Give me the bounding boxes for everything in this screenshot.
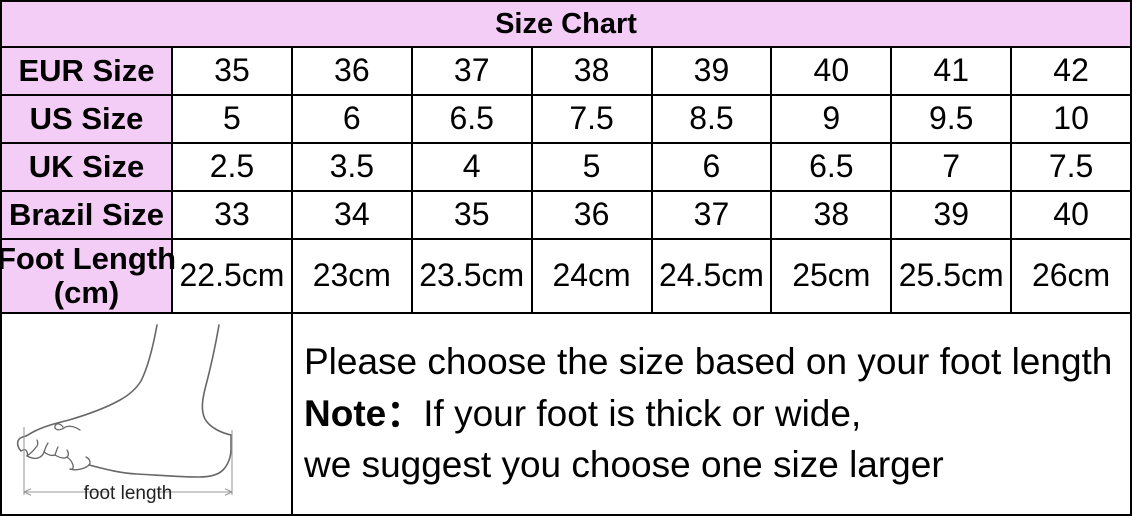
svg-text:foot length: foot length (83, 483, 172, 504)
